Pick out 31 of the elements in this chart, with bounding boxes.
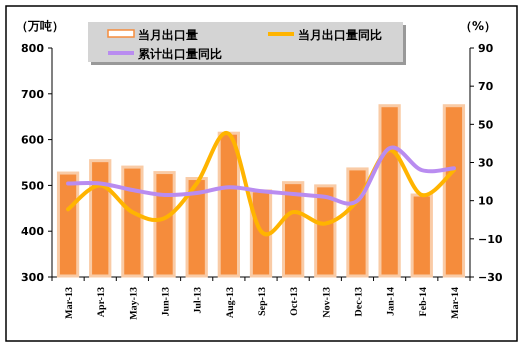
x-tick-label: Mar-13 <box>64 287 76 319</box>
legend-label: 累计出口量同比 <box>137 47 222 61</box>
x-tick-label: Oct-13 <box>289 287 300 316</box>
legend-label: 当月出口量同比 <box>298 28 382 42</box>
y-tick-label: 800 <box>21 42 44 55</box>
y2-tick-label: 30 <box>478 156 494 170</box>
legend-label: 当月出口量 <box>138 28 198 42</box>
y2-tick-label: 10 <box>478 194 494 208</box>
x-tick-label: Jul-13 <box>192 287 204 314</box>
x-tick-label: Aug-13 <box>224 287 236 318</box>
x-tick-label: Sep-13 <box>257 287 268 316</box>
x-tick-label: May-13 <box>128 287 140 320</box>
y-tick-label: 700 <box>21 88 44 101</box>
y2-tick-label: −30 <box>478 271 503 284</box>
y2-axis-title: （%） <box>460 19 496 33</box>
y-tick-label: 500 <box>21 179 44 192</box>
x-tick-label: Feb-14 <box>418 287 429 316</box>
x-tick-label: Mar-14 <box>450 287 461 319</box>
y2-tick-label: 90 <box>478 42 494 55</box>
x-tick-label: Nov-13 <box>321 287 332 318</box>
y-axis-title: （万吨） <box>16 19 64 33</box>
y-tick-label: 600 <box>21 134 44 147</box>
y-tick-label: 300 <box>21 271 44 284</box>
x-tick-label: Apr-13 <box>96 287 108 318</box>
x-tick-label: Jun-13 <box>160 287 172 316</box>
y-tick-label: 400 <box>21 225 44 238</box>
y2-tick-label: −10 <box>478 232 503 246</box>
y2-tick-label: 50 <box>478 118 494 132</box>
x-tick-label: Jan-14 <box>386 287 397 316</box>
x-tick-label: Dec-13 <box>353 287 364 316</box>
y2-tick-label: 70 <box>478 80 494 94</box>
